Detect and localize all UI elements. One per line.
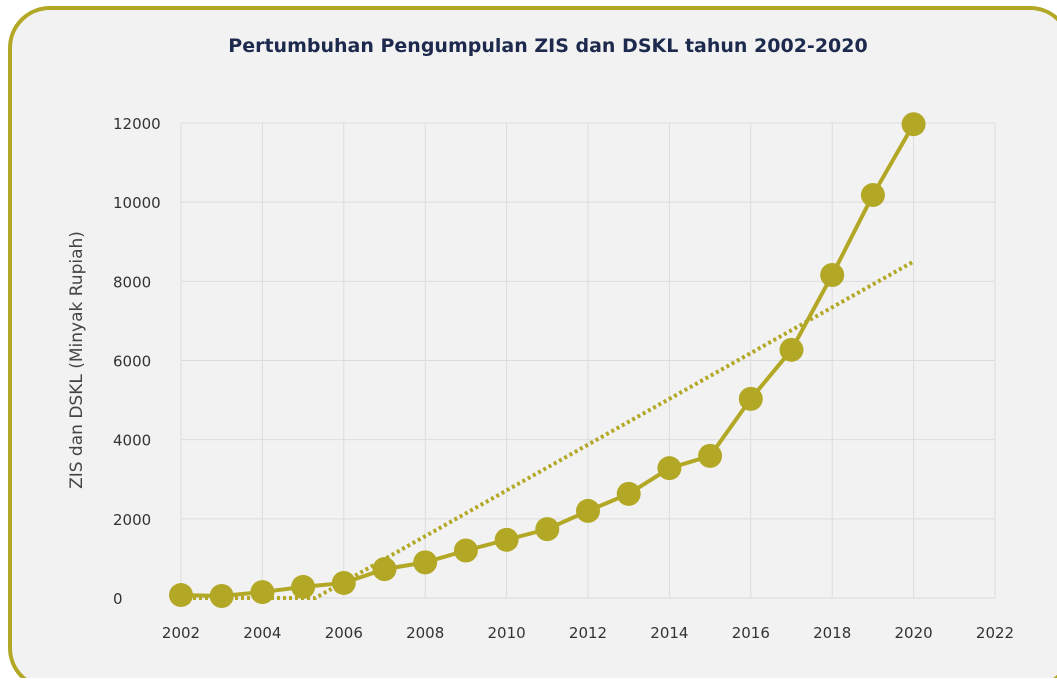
point xyxy=(698,443,723,468)
point xyxy=(331,570,356,595)
y-tick-label: 6000 xyxy=(113,353,151,371)
y-axis-label: ZIS dan DSKL (Minyak Rupiah) xyxy=(67,231,87,489)
x-tick-label: 2008 xyxy=(406,624,444,642)
x-tick-label: 2010 xyxy=(488,624,526,642)
point xyxy=(535,517,560,542)
x-tick-label: 2012 xyxy=(569,624,607,642)
y-tick-label: 8000 xyxy=(113,273,151,291)
x-tick-label: 2006 xyxy=(325,624,363,642)
point xyxy=(738,386,763,411)
chart-title: Pertumbuhan Pengumpulan ZIS dan DSKL tah… xyxy=(228,35,867,57)
x-tick-label: 2020 xyxy=(895,624,933,642)
x-tick-label: 2018 xyxy=(813,624,851,642)
x-tick-label: 2002 xyxy=(162,624,200,642)
point xyxy=(250,580,275,605)
point xyxy=(901,112,926,137)
y-tick-label: 2000 xyxy=(113,511,151,529)
y-tick-label: 12000 xyxy=(113,115,161,133)
point xyxy=(576,498,600,523)
point xyxy=(494,527,519,552)
y-tick-label: 10000 xyxy=(113,194,161,212)
point xyxy=(453,538,478,563)
frame xyxy=(8,6,1057,682)
point xyxy=(372,557,397,582)
point xyxy=(616,481,641,506)
point xyxy=(860,183,885,208)
point xyxy=(291,574,316,599)
point xyxy=(820,263,845,287)
point xyxy=(779,337,804,362)
point xyxy=(209,584,234,609)
x-tick-label: 2016 xyxy=(732,624,770,642)
marks xyxy=(169,112,926,609)
x-tick-label: 2014 xyxy=(650,624,688,642)
y-tick-label: 0 xyxy=(113,590,123,608)
grid: 0 2000 4000 6000 8000 10000 12000 2002 2004 2006 2… xyxy=(113,115,1014,642)
x-tick-label: 2004 xyxy=(243,624,281,642)
point xyxy=(169,583,193,608)
point xyxy=(657,456,682,481)
y-tick-label: 4000 xyxy=(113,432,151,450)
x-tick-label: 2022 xyxy=(976,624,1014,642)
point xyxy=(413,550,438,575)
